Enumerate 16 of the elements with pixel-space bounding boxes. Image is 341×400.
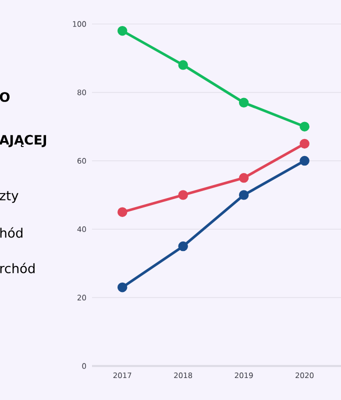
point xyxy=(300,156,310,166)
text: rchód xyxy=(0,262,35,274)
text: hód xyxy=(0,227,22,238)
point xyxy=(117,282,128,292)
point xyxy=(117,207,128,217)
point xyxy=(238,173,249,183)
point xyxy=(300,122,310,132)
point xyxy=(178,60,188,70)
point xyxy=(238,190,249,200)
text: zty xyxy=(0,191,18,203)
point xyxy=(238,98,249,108)
point xyxy=(178,190,188,200)
point xyxy=(117,26,128,36)
point xyxy=(178,241,188,252)
text: O xyxy=(0,92,10,102)
point xyxy=(300,138,310,149)
